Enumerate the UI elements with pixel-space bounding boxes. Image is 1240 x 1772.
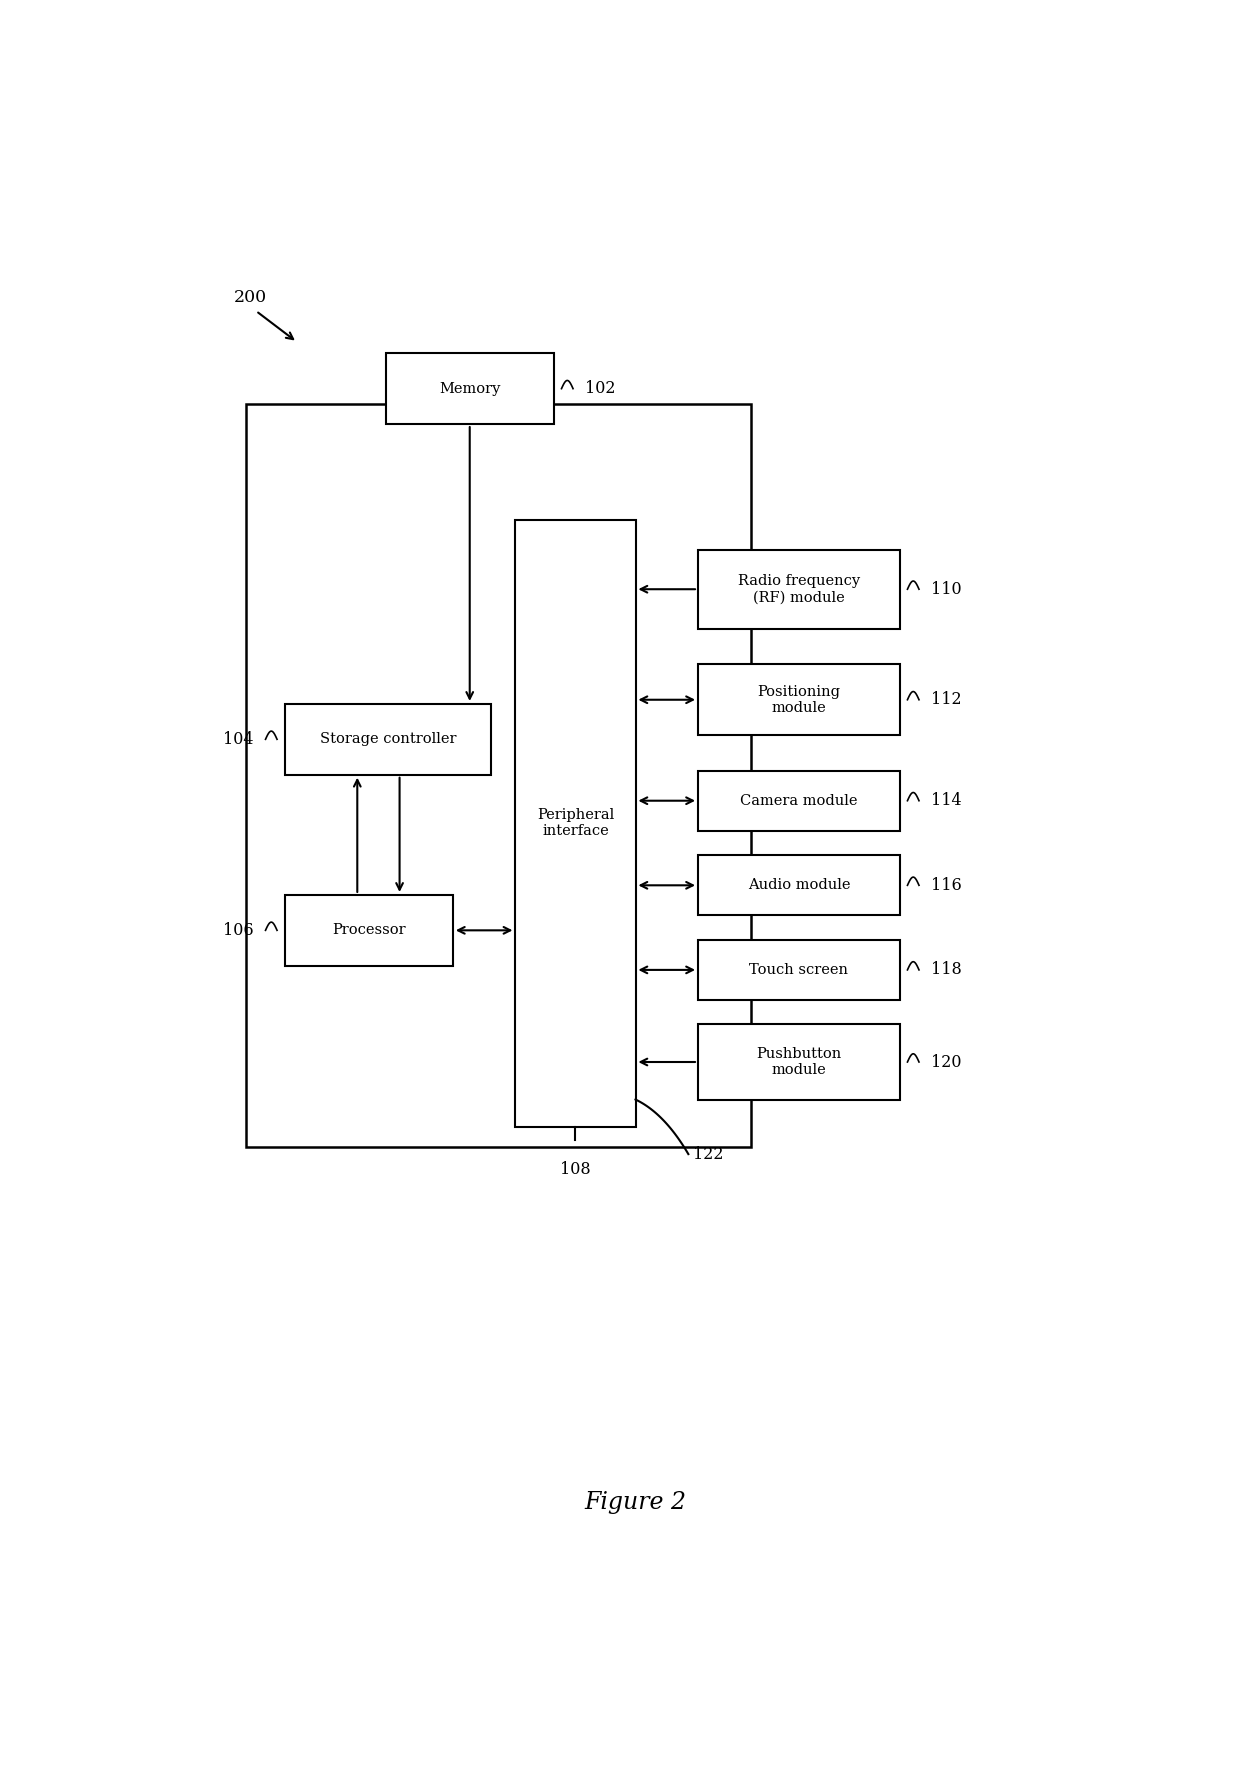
Text: 110: 110 [930, 581, 961, 597]
Bar [285, 703, 491, 774]
Text: 104: 104 [223, 730, 254, 748]
Bar [285, 895, 453, 966]
Text: 102: 102 [584, 381, 615, 397]
Text: Processor: Processor [332, 923, 405, 937]
Text: Positioning
module: Positioning module [758, 684, 841, 714]
Text: Peripheral
interface: Peripheral interface [537, 808, 614, 838]
Bar [698, 1024, 900, 1099]
Text: 106: 106 [223, 921, 254, 939]
Text: Pushbutton
module: Pushbutton module [756, 1047, 842, 1077]
Text: Audio module: Audio module [748, 879, 851, 893]
Text: 112: 112 [930, 691, 961, 709]
Text: 118: 118 [930, 962, 961, 978]
Bar [698, 939, 900, 999]
Text: 108: 108 [560, 1161, 590, 1178]
Bar [698, 664, 900, 735]
Text: 114: 114 [930, 792, 961, 810]
Text: 116: 116 [930, 877, 961, 893]
Text: Touch screen: Touch screen [749, 962, 848, 976]
Text: Memory: Memory [439, 381, 501, 395]
Text: Camera module: Camera module [740, 794, 858, 808]
Text: 122: 122 [693, 1146, 724, 1162]
Bar [247, 404, 751, 1146]
Text: 120: 120 [930, 1054, 961, 1070]
Bar [698, 771, 900, 831]
Bar [386, 353, 554, 424]
Bar [698, 856, 900, 916]
Text: Figure 2: Figure 2 [584, 1490, 687, 1513]
Bar [516, 519, 635, 1127]
Text: Radio frequency
(RF) module: Radio frequency (RF) module [738, 574, 859, 604]
Text: Storage controller: Storage controller [320, 732, 456, 746]
Text: 200: 200 [234, 289, 267, 307]
Bar [698, 549, 900, 629]
